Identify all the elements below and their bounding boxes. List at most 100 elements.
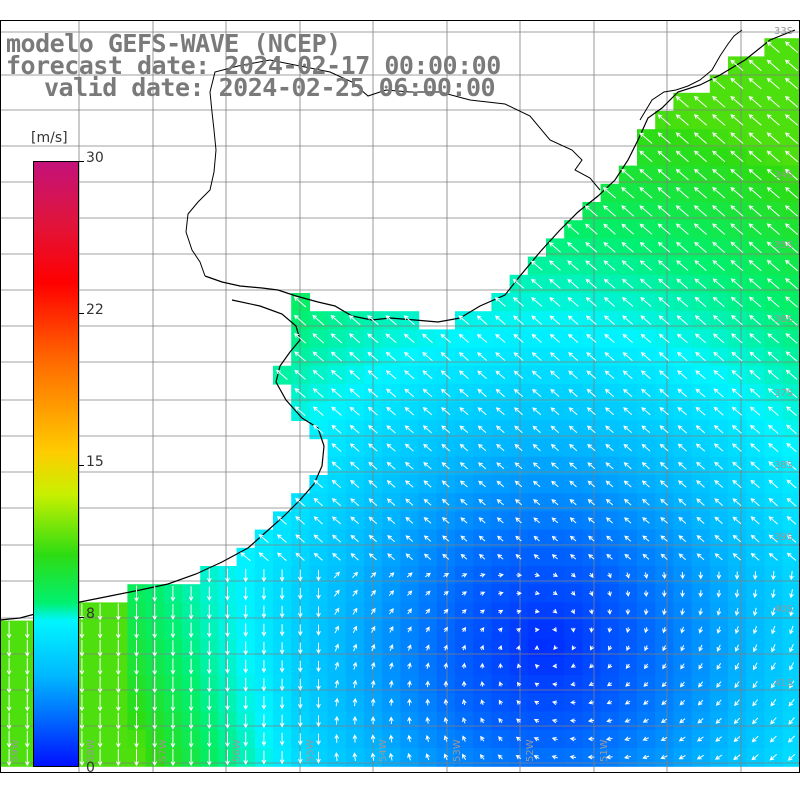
wind-arrow <box>766 205 780 217</box>
wind-arrow <box>316 697 321 709</box>
wind-arrow <box>443 698 449 706</box>
wind-arrow <box>243 750 249 766</box>
wind-arrow <box>732 553 742 561</box>
wind-arrow <box>713 351 725 362</box>
wind-arrow <box>784 77 799 90</box>
wind-arrow <box>677 351 688 362</box>
wind-arrow <box>570 554 577 560</box>
longitude-label: 53W <box>452 739 463 762</box>
wind-arrow <box>604 333 615 343</box>
wind-arrow <box>206 695 212 711</box>
wind-arrow <box>368 498 378 506</box>
wind-arrow <box>549 333 561 343</box>
wind-arrow <box>6 694 12 712</box>
wind-arrow <box>6 712 12 730</box>
wind-arrow <box>533 755 540 760</box>
wind-arrow <box>696 461 705 470</box>
wind-arrow <box>170 676 176 694</box>
wind-arrow <box>750 534 760 543</box>
wind-arrow <box>425 590 431 596</box>
wind-arrow <box>206 713 212 730</box>
wind-arrow <box>24 639 30 657</box>
wind-arrow <box>567 260 579 271</box>
wind-arrow <box>387 535 396 543</box>
wind-arrow <box>461 644 466 651</box>
wind-arrow <box>352 661 358 670</box>
wind-arrow <box>533 535 540 542</box>
wind-arrow <box>24 730 30 748</box>
wind-arrow <box>752 571 758 580</box>
wind-arrow <box>348 315 361 326</box>
colorbar-tick-label: 8 <box>86 606 95 622</box>
wind-arrow <box>279 696 285 710</box>
wind-arrow <box>715 717 722 724</box>
wind-arrow <box>350 553 359 561</box>
wind-arrow <box>606 535 613 542</box>
wind-arrow <box>602 187 617 199</box>
wind-arrow <box>712 114 726 126</box>
wind-arrow <box>569 480 577 488</box>
wind-arrow <box>769 754 778 761</box>
longitude-label: 59W <box>10 739 21 762</box>
wind-arrow <box>79 658 85 676</box>
wind-arrow <box>459 388 469 398</box>
wind-arrow <box>349 425 360 434</box>
wind-arrow <box>643 700 649 705</box>
wind-arrow <box>698 644 703 652</box>
wind-arrow <box>352 715 358 725</box>
wind-arrow <box>730 260 744 272</box>
wind-arrow <box>748 187 762 199</box>
wind-arrow <box>624 517 632 524</box>
wind-arrow <box>422 425 433 434</box>
wind-arrow <box>443 608 449 614</box>
wind-arrow <box>334 661 340 670</box>
wind-arrow <box>462 735 467 742</box>
wind-arrow <box>333 571 340 579</box>
wind-arrow <box>589 590 594 597</box>
wind-arrow <box>766 241 780 254</box>
wind-arrow <box>734 626 740 635</box>
wind-arrow <box>732 498 742 507</box>
wind-arrow <box>551 736 558 742</box>
wind-arrow <box>698 571 704 580</box>
wind-arrow <box>751 754 759 761</box>
wind-arrow <box>675 187 689 199</box>
wind-arrow <box>516 700 522 705</box>
wind-arrow <box>367 351 379 362</box>
wind-arrow <box>297 733 303 746</box>
wind-arrow <box>698 590 704 598</box>
wind-arrow <box>587 754 595 760</box>
colorbar <box>33 161 79 767</box>
wind-arrow <box>750 479 760 489</box>
wind-arrow <box>658 296 670 307</box>
wind-arrow <box>97 749 103 767</box>
wind-arrow <box>515 535 522 542</box>
wind-arrow <box>713 425 724 434</box>
wind-arrow <box>334 607 340 615</box>
wind-arrow <box>607 627 613 633</box>
wind-arrow <box>479 573 486 578</box>
wind-arrow <box>716 662 722 670</box>
longitude-label: 54W <box>378 739 389 762</box>
wind-arrow <box>423 535 432 542</box>
wind-arrow <box>660 535 668 542</box>
wind-arrow <box>316 588 321 600</box>
wind-arrow <box>693 132 708 144</box>
wind-arrow <box>661 572 667 580</box>
wind-arrow <box>405 553 414 561</box>
wind-arrow <box>786 552 797 561</box>
wind-arrow <box>680 571 685 580</box>
wind-arrow <box>730 150 744 163</box>
wind-arrow <box>698 663 703 670</box>
wind-arrow <box>733 736 741 742</box>
wind-arrow <box>748 77 762 90</box>
wind-arrow <box>225 586 230 601</box>
wind-arrow <box>662 645 667 652</box>
wind-arrow <box>657 205 671 217</box>
wind-arrow <box>425 716 431 724</box>
wind-arrow <box>404 406 415 416</box>
wind-arrow <box>749 333 761 344</box>
wind-arrow <box>6 658 12 676</box>
wind-arrow <box>532 425 541 434</box>
coastline-uruguay <box>204 29 796 323</box>
